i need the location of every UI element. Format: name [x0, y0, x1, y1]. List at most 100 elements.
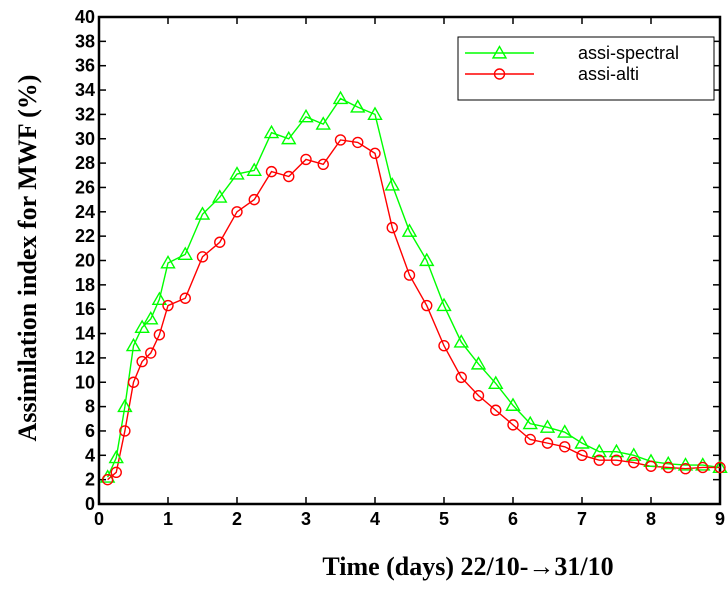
data-point-assi-alti: [265, 165, 278, 178]
y-axis-label: Assimilation index for MWF (%): [13, 75, 42, 442]
y-tick-label: 40: [75, 7, 95, 27]
data-point-assi-alti: [524, 433, 536, 446]
data-point-assi-alti: [136, 355, 148, 368]
data-point-assi-spectral: [134, 319, 150, 334]
data-point-assi-alti: [110, 466, 122, 479]
y-tick-label: 14: [75, 324, 95, 344]
data-point-assi-spectral: [281, 130, 297, 145]
legend-label-assi-alti: assi-alti: [578, 64, 639, 84]
data-point-assi-alti: [662, 461, 674, 474]
y-tick-label: 32: [75, 104, 95, 124]
data-point-assi-alti: [162, 299, 174, 312]
data-point-assi-spectral: [608, 443, 625, 458]
y-tick-label: 2: [85, 470, 95, 490]
data-point-assi-alti: [697, 461, 709, 474]
data-point-assi-alti: [386, 221, 398, 234]
data-point-assi-spectral: [151, 291, 168, 306]
data-point-assi-alti: [559, 441, 571, 453]
data-point-assi-spectral: [194, 206, 211, 220]
data-point-assi-spectral: [419, 252, 435, 267]
data-point-assi-spectral: [108, 449, 124, 464]
data-point-assi-spectral: [453, 334, 469, 348]
data-point-assi-alti: [214, 236, 226, 248]
data-point-assi-alti: [628, 456, 640, 469]
data-point-assi-spectral: [436, 297, 452, 312]
y-tick-label: 28: [75, 153, 95, 173]
data-point-assi-alti: [541, 437, 554, 449]
y-tick-label: 24: [75, 202, 95, 222]
data-point-assi-spectral: [332, 90, 349, 105]
data-point-assi-alti: [300, 153, 312, 166]
data-point-assi-alti: [490, 404, 502, 416]
data-point-assi-alti: [645, 460, 657, 472]
data-point-assi-spectral: [367, 106, 383, 120]
data-point-assi-alti: [472, 389, 485, 402]
series-markers: [99, 90, 728, 486]
data-point-assi-alti: [352, 136, 364, 149]
data-point-assi-alti: [610, 454, 623, 466]
data-point-assi-spectral: [143, 311, 159, 325]
data-point-assi-alti: [231, 206, 243, 218]
x-axis-label: Time (days) 22/10-→31/10: [322, 552, 613, 581]
data-point-assi-spectral: [522, 415, 538, 430]
data-point-assi-alti: [421, 299, 433, 312]
data-point-assi-alti: [403, 269, 416, 281]
data-point-assi-spectral: [125, 337, 142, 352]
x-tick-label: 1: [163, 509, 173, 529]
data-point-assi-alti: [127, 376, 140, 388]
data-point-assi-spectral: [539, 419, 556, 433]
x-tick-label: 3: [301, 509, 311, 529]
y-tick-label: 4: [85, 445, 95, 465]
data-point-assi-spectral: [246, 162, 262, 176]
legend-marker-assi-spectral: [491, 45, 508, 59]
data-point-assi-alti: [283, 170, 295, 183]
data-point-assi-spectral: [160, 255, 176, 269]
x-tick-label: 7: [577, 509, 587, 529]
data-point-assi-alti: [438, 340, 450, 352]
data-point-assi-alti: [145, 347, 157, 359]
y-tick-label: 36: [75, 56, 95, 76]
x-tick-label: 5: [439, 509, 449, 529]
data-point-assi-alti: [576, 449, 588, 461]
data-point-assi-spectral: [643, 453, 659, 467]
data-point-assi-spectral: [263, 124, 280, 139]
data-point-assi-spectral: [350, 99, 366, 113]
data-point-assi-spectral: [574, 435, 590, 449]
data-point-assi-spectral: [212, 189, 228, 203]
y-tick-label: 26: [75, 177, 95, 197]
series-lines: [106, 97, 721, 481]
data-point-assi-spectral: [177, 246, 193, 260]
data-point-assi-spectral: [557, 424, 573, 438]
legend-label-assi-spectral: assi-spectral: [578, 43, 679, 63]
data-point-assi-spectral: [470, 356, 487, 370]
x-tick-label: 9: [715, 509, 725, 529]
data-point-assi-alti: [679, 462, 692, 475]
y-tick-label: 16: [75, 299, 95, 319]
data-point-assi-spectral: [401, 223, 418, 237]
y-tick-label: 30: [75, 129, 95, 149]
legend-marker-assi-alti: [493, 68, 506, 80]
series-line-assi-alti: [107, 139, 720, 481]
data-point-assi-alti: [153, 329, 166, 341]
y-tick-label: 34: [75, 80, 95, 100]
x-axis-ticks: 0 1 2 3 4 5 6 7 8 9: [94, 17, 725, 529]
y-tick-label: 8: [85, 397, 95, 417]
data-point-assi-spectral: [591, 443, 607, 458]
data-point-assi-spectral: [315, 116, 331, 130]
x-tick-label: 6: [508, 509, 518, 529]
x-tick-label: 2: [232, 509, 242, 529]
x-tick-label: 4: [370, 509, 380, 529]
data-point-assi-alti: [455, 371, 467, 384]
y-tick-label: 18: [75, 275, 95, 295]
data-point-assi-alti: [593, 454, 605, 466]
x-tick-label: 0: [94, 509, 104, 529]
data-point-assi-alti: [369, 147, 381, 160]
y-tick-label: 20: [75, 251, 95, 271]
data-point-assi-spectral: [505, 397, 521, 411]
data-point-assi-alti: [119, 425, 131, 437]
y-tick-label: 38: [75, 31, 95, 51]
data-point-assi-alti: [248, 193, 260, 206]
